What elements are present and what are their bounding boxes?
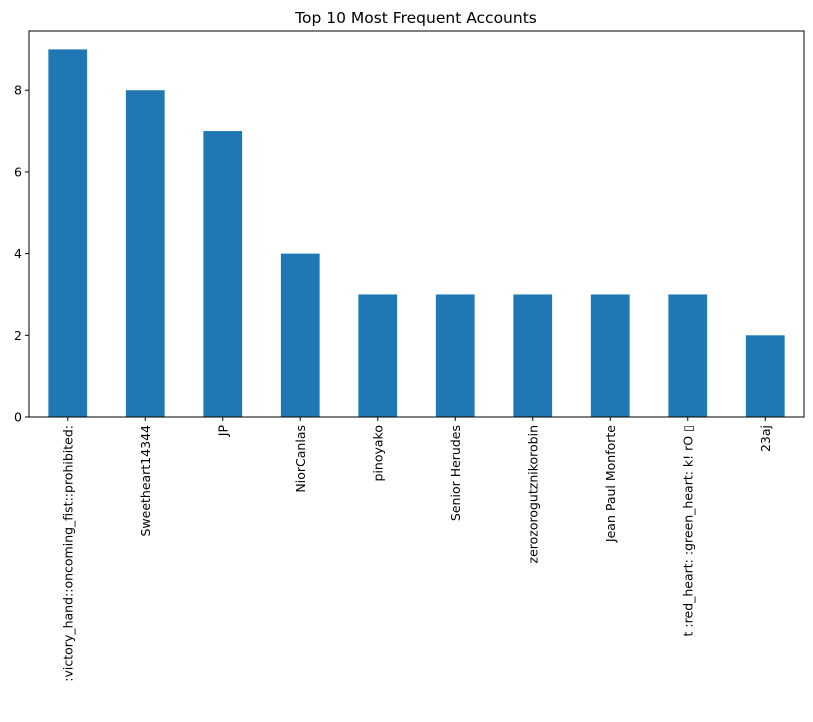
bar-2: [203, 131, 243, 417]
y-tick-label: 6: [14, 164, 22, 179]
bar-8: [668, 294, 708, 417]
y-tick-label: 0: [14, 410, 22, 425]
bar-1: [125, 90, 165, 418]
bar-5: [435, 294, 475, 417]
y-tick-label: 4: [14, 246, 22, 261]
y-tick-label: 2: [14, 328, 22, 343]
x-axis: :victory_hand::oncoming_fist::prohibited…: [60, 417, 773, 682]
y-tick-label: 8: [14, 83, 22, 98]
bars-group: [48, 49, 785, 418]
bar-9: [745, 335, 785, 417]
x-tick-label: zerozorogutznikorobin: [525, 425, 540, 563]
x-tick-label: Jean Paul Monforte: [603, 425, 618, 543]
bar-4: [358, 294, 398, 417]
x-tick-label: JP: [215, 425, 230, 438]
x-tick-label: Sweetheart14344: [138, 425, 153, 537]
x-tick-label: t :red_heart: :green_heart: k! rO ▯: [680, 425, 695, 636]
bar-0: [48, 49, 88, 417]
plot-frame: [28, 30, 805, 418]
x-tick-label: 23aj: [758, 425, 773, 452]
y-axis: 0 2 4 6 8: [14, 83, 29, 425]
x-tick-label: :victory_hand::oncoming_fist::prohibited…: [60, 425, 75, 682]
x-tick-label: pinoyako: [370, 425, 385, 481]
bar-7: [590, 294, 630, 417]
x-tick-label: Senior Herudes: [448, 425, 463, 521]
chart-title: Top 10 Most Frequent Accounts: [294, 9, 537, 27]
bar-6: [513, 294, 553, 417]
x-tick-label: NiorCanlas: [293, 425, 308, 493]
bar-3: [280, 253, 320, 417]
